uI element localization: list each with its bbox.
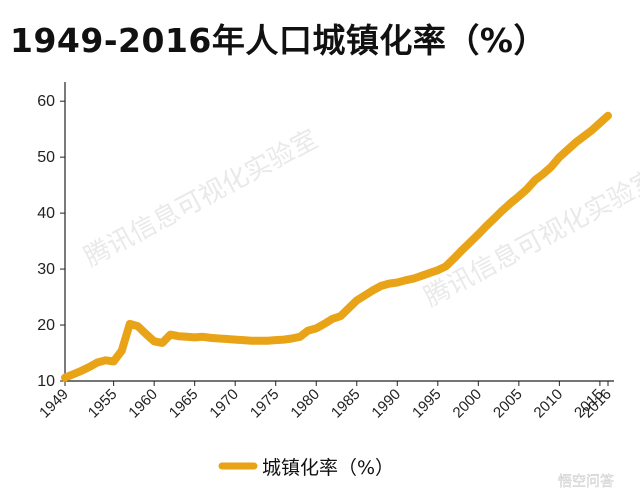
x-tick-label: 1975: [247, 386, 283, 422]
x-tick-label: 1990: [368, 386, 404, 422]
x-tick-label: 1985: [328, 386, 364, 422]
chart-ticks: 10 20 30 40 50 60 1949 1955 1960 1965 1970 1975 1980…: [36, 93, 615, 421]
x-tick-label: 2005: [490, 386, 526, 422]
y-tick-label: 30: [37, 261, 55, 278]
legend-label: 城镇化率（%）: [262, 457, 394, 479]
x-tick-label: 1965: [166, 386, 202, 422]
x-tick-label: 1995: [409, 386, 445, 422]
x-tick-label: 2010: [531, 386, 567, 422]
chart-series: [61, 111, 612, 382]
chart-axes: [64, 82, 614, 382]
x-tick-label: 1970: [206, 386, 242, 422]
x-tick-label: 2016: [579, 386, 615, 422]
chart-legend: 城镇化率（%）: [218, 457, 394, 479]
y-tick-label: 10: [37, 373, 55, 390]
series-line: [61, 111, 612, 382]
corner-brand: 悟空问答: [558, 473, 614, 490]
x-tick-label: 1960: [125, 386, 161, 422]
x-tick-label: 1980: [287, 386, 323, 422]
x-tick-label: 1949: [36, 386, 72, 422]
y-tick-label: 50: [37, 149, 55, 166]
chart-title: 1949-2016年人口城镇化率（%）: [10, 21, 547, 60]
y-tick-label: 40: [37, 205, 55, 222]
y-tick-label: 60: [37, 93, 55, 110]
x-tick-label: 1955: [85, 386, 121, 422]
x-tick-label: 2000: [450, 386, 486, 422]
y-tick-label: 20: [37, 317, 55, 334]
